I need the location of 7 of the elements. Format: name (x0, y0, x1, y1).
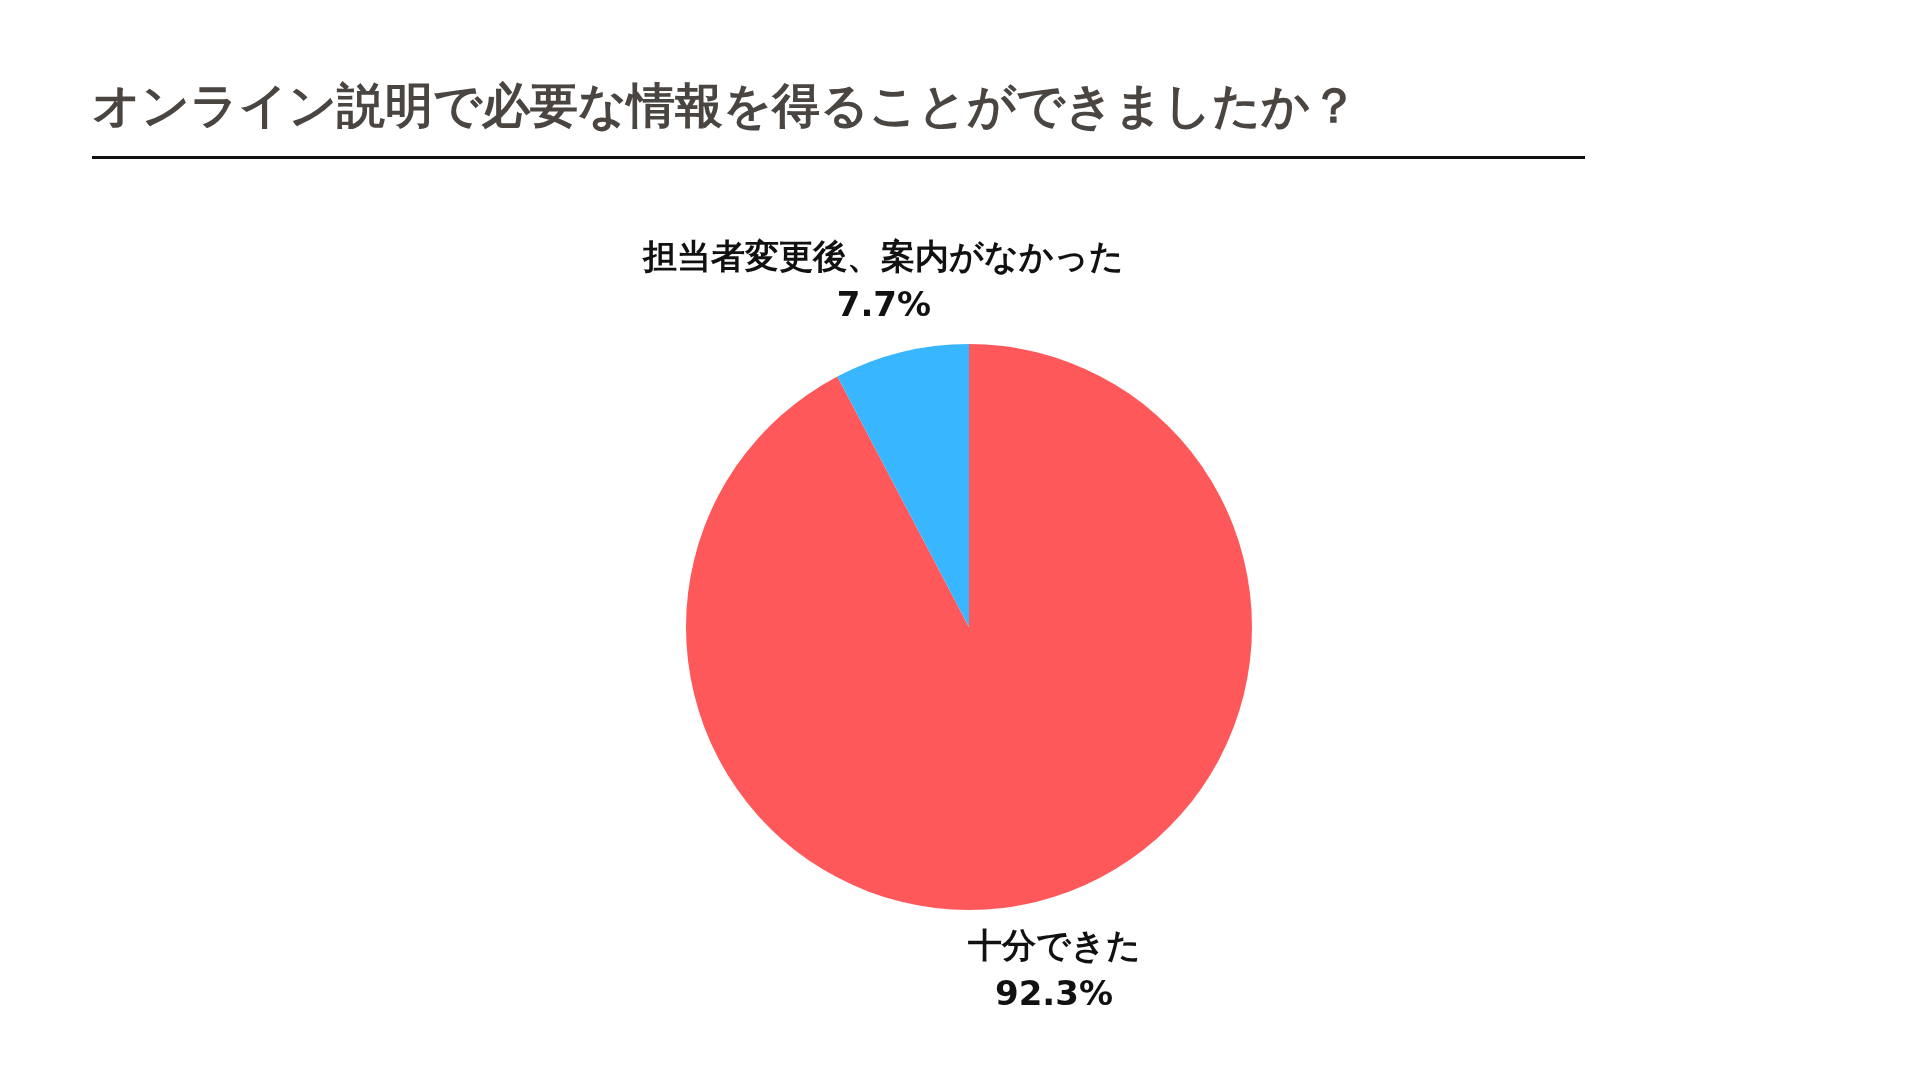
slice-label: 十分できた (966, 925, 1141, 966)
pie-slice (837, 344, 969, 627)
chart-title: オンライン説明で必要な情報を得ることができましたか？ (92, 74, 1585, 159)
data-label: 7.7% (836, 283, 932, 324)
data-label: 92.3% (995, 973, 1114, 1014)
pie-slice (686, 344, 1252, 910)
slice-label: 担当者変更後、案内がなかった (641, 235, 1125, 276)
